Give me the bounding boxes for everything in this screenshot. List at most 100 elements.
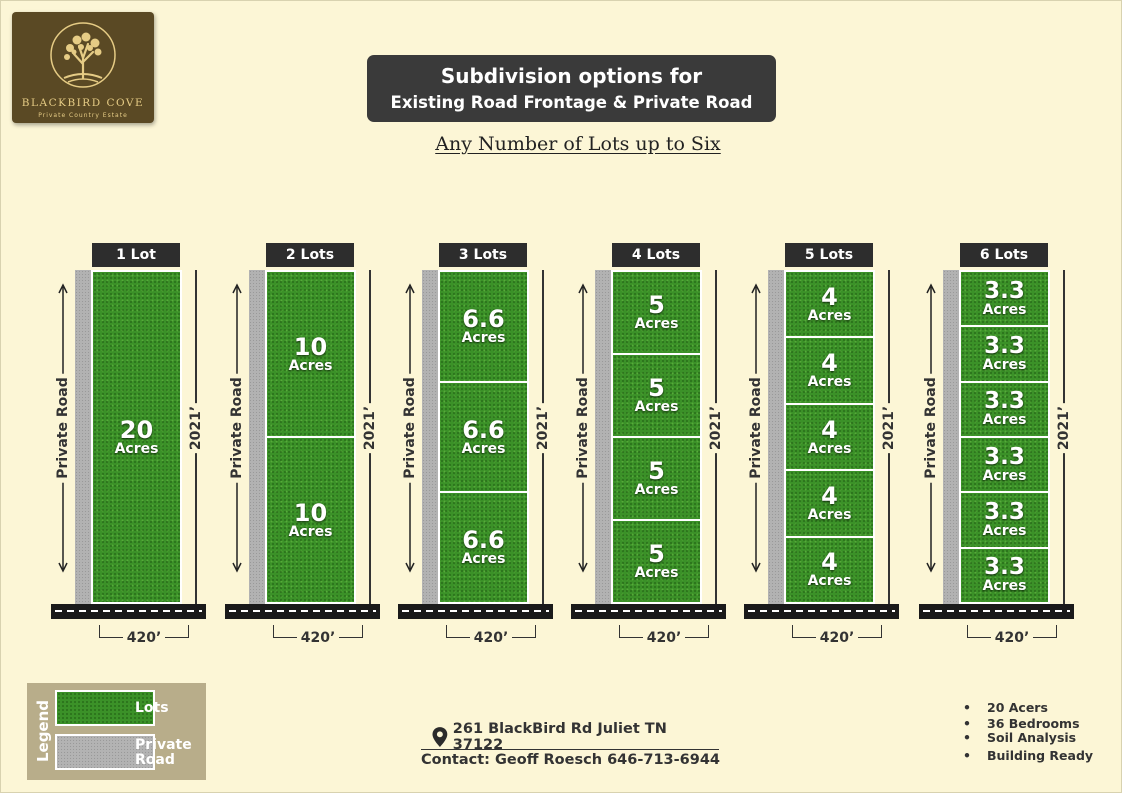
lot: 4 Acres bbox=[786, 537, 873, 603]
frontage-dimension-text: 420’ bbox=[990, 630, 1034, 646]
lot-acreage: 10 bbox=[293, 498, 328, 527]
lot-unit: Acres bbox=[634, 482, 679, 499]
lot: 4 Acres bbox=[786, 404, 873, 472]
lot-unit: Acres bbox=[461, 440, 506, 457]
lot: 3.3 Acres bbox=[961, 382, 1048, 438]
lot-acreage: 3.3 bbox=[984, 499, 1025, 526]
frontage-dimension-label: 420’ bbox=[99, 630, 189, 646]
private-road-strip bbox=[943, 270, 959, 604]
lot-acreage: 20 bbox=[119, 415, 154, 444]
lot-acreage: 3.3 bbox=[984, 443, 1025, 470]
lot: 20 Acres bbox=[93, 272, 180, 602]
road-frontage bbox=[919, 604, 1074, 619]
lot-unit: Acres bbox=[982, 467, 1027, 484]
lot-acreage: 4 bbox=[821, 349, 838, 378]
map-pin-icon bbox=[432, 726, 448, 747]
lot-parcel: 20 Acres bbox=[91, 270, 182, 604]
lot-parcel: 3.3 Acres 3.3 Acres 3.3 Acres 3.3 Acres 3.3 Acres… bbox=[959, 270, 1050, 604]
lot-acreage: 4 bbox=[821, 415, 838, 444]
lot: 3.3 Acres bbox=[961, 493, 1048, 549]
lot-unit: Acres bbox=[982, 301, 1027, 318]
plat-label: 1 Lot bbox=[92, 243, 180, 267]
lot-unit: Acres bbox=[807, 374, 852, 391]
lot-unit: Acres bbox=[807, 307, 852, 324]
private-road-label: Private Road bbox=[55, 373, 71, 483]
lot: 5 Acres bbox=[613, 521, 700, 602]
frontage-dimension-text: 420’ bbox=[122, 630, 166, 646]
lot-parcel: 6.6 Acres 6.6 Acres 6.6 Acres bbox=[438, 270, 529, 604]
road-frontage bbox=[225, 604, 380, 619]
lot-acreage: 3.3 bbox=[984, 388, 1025, 415]
plat-label: 2 Lots bbox=[266, 243, 354, 267]
legend-road-label-line1: Private bbox=[135, 737, 192, 753]
road-frontage bbox=[744, 604, 899, 619]
lot-acreage: 5 bbox=[648, 540, 665, 569]
address-row: 261 BlackBird Rd Juliet TN 37122 bbox=[421, 721, 719, 753]
lot: 3.3 Acres bbox=[961, 437, 1048, 494]
lot-unit: Acres bbox=[982, 578, 1027, 595]
lot: 5 Acres bbox=[613, 272, 700, 355]
lot-acreage: 5 bbox=[648, 374, 665, 403]
logo-tagline: Private Country Estate bbox=[38, 112, 128, 119]
contact-phone: Contact: Geoff Roesch 646-713-6944 bbox=[421, 752, 720, 768]
lot-acreage: 3.3 bbox=[984, 333, 1025, 360]
plat-label: 3 Lots bbox=[439, 243, 527, 267]
private-road-label: Private Road bbox=[229, 373, 245, 483]
private-road-label: Private Road bbox=[923, 373, 939, 483]
lot-parcel: 4 Acres 4 Acres 4 Acres 4 Acres 4 Acres bbox=[784, 270, 875, 604]
lot-acreage: 10 bbox=[293, 332, 328, 361]
lot: 4 Acres bbox=[786, 338, 873, 405]
depth-dimension-label: 2021’ bbox=[708, 402, 724, 454]
frontage-dimension-text: 420’ bbox=[469, 630, 513, 646]
lot-acreage: 5 bbox=[648, 457, 665, 486]
lot: 3.3 Acres bbox=[961, 548, 1048, 602]
depth-dimension-label: 2021’ bbox=[188, 402, 204, 454]
title-banner: Subdivision options for Existing Road Fr… bbox=[367, 55, 776, 122]
legend-lots-label: Lots bbox=[135, 700, 169, 716]
lot-acreage: 4 bbox=[821, 282, 838, 311]
subtitle-text: Any Number of Lots up to Six bbox=[435, 133, 721, 155]
tree-icon bbox=[50, 22, 116, 88]
legend-title: Legend bbox=[34, 699, 52, 763]
lot-unit: Acres bbox=[634, 316, 679, 333]
lot: 10 Acres bbox=[267, 272, 354, 438]
frontage-dimension-label: 420’ bbox=[273, 630, 363, 646]
subtitle: Any Number of Lots up to Six bbox=[1, 133, 1122, 155]
lot-unit: Acres bbox=[634, 399, 679, 416]
frontage-dimension-label: 420’ bbox=[792, 630, 882, 646]
lot-unit: Acres bbox=[982, 523, 1027, 540]
frontage-dimension-text: 420’ bbox=[642, 630, 686, 646]
plat-option-5: 5 Lots 4 Acres 4 Acres 4 Acres 4 Acres 4 Acres Priv… bbox=[744, 243, 944, 653]
plat-option-2: 2 Lots 10 Acres 10 Acres Private Road 2021’ 420… bbox=[225, 243, 425, 653]
title-line-2: Existing Road Frontage & Private Road bbox=[390, 93, 753, 112]
lot: 3.3 Acres bbox=[961, 327, 1048, 383]
feature-list: 20 Acers 36 Bedrooms Soil Analysis Build… bbox=[961, 701, 1111, 765]
lot: 6.6 Acres bbox=[440, 493, 527, 603]
legend-road-swatch bbox=[55, 734, 155, 770]
lot: 3.3 Acres bbox=[961, 272, 1048, 328]
plat-label: 5 Lots bbox=[785, 243, 873, 267]
private-road-strip bbox=[75, 270, 91, 604]
private-road-strip bbox=[422, 270, 438, 604]
title-line-1: Subdivision options for bbox=[440, 64, 703, 88]
lot-parcel: 10 Acres 10 Acres bbox=[265, 270, 356, 604]
lot: 5 Acres bbox=[613, 355, 700, 438]
legend-road-label: Private Road bbox=[135, 738, 192, 768]
feature-item: 20 Acers bbox=[961, 701, 1111, 716]
lot-acreage: 4 bbox=[821, 482, 838, 511]
plat-label: 4 Lots bbox=[612, 243, 700, 267]
legend: Legend Lots Private Road bbox=[27, 683, 206, 780]
frontage-dimension-label: 420’ bbox=[446, 630, 536, 646]
lot-acreage: 3.3 bbox=[984, 277, 1025, 304]
lot-unit: Acres bbox=[982, 357, 1027, 374]
lot-unit: Acres bbox=[807, 573, 852, 590]
lot-unit: Acres bbox=[634, 565, 679, 582]
legend-road-label-line2: Road bbox=[135, 752, 175, 768]
frontage-dimension-label: 420’ bbox=[967, 630, 1057, 646]
legend-lots-swatch bbox=[55, 690, 155, 726]
depth-dimension-label: 2021’ bbox=[362, 402, 378, 454]
plat-option-3: 3 Lots 6.6 Acres 6.6 Acres 6.6 Acres Private Ro… bbox=[398, 243, 598, 653]
lot-unit: Acres bbox=[114, 440, 159, 457]
road-frontage bbox=[51, 604, 206, 619]
lot: 4 Acres bbox=[786, 272, 873, 339]
